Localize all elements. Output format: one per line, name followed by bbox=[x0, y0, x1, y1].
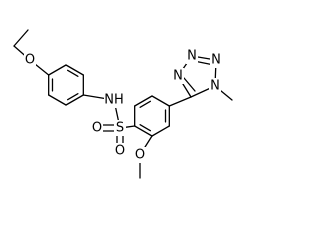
label-background bbox=[24, 52, 36, 68]
atom-label: O bbox=[135, 148, 145, 163]
label-background bbox=[186, 48, 198, 64]
atom-label: O bbox=[25, 53, 35, 68]
atom-label: O bbox=[92, 121, 102, 136]
atom-label: NH bbox=[104, 93, 124, 108]
bond bbox=[65, 94, 84, 106]
bond bbox=[48, 94, 67, 106]
bond bbox=[134, 95, 153, 107]
bond bbox=[66, 69, 79, 77]
bond bbox=[134, 125, 153, 137]
label-background bbox=[91, 120, 103, 136]
label-background bbox=[210, 52, 222, 68]
label-background bbox=[209, 78, 221, 94]
atom-label: N bbox=[211, 53, 221, 68]
bond bbox=[139, 124, 152, 132]
bond bbox=[13, 29, 29, 47]
atom-label: N bbox=[187, 49, 197, 64]
label-background bbox=[134, 147, 146, 163]
atom-label: N bbox=[210, 79, 220, 94]
bond bbox=[65, 64, 84, 76]
label-background bbox=[172, 68, 184, 84]
bond bbox=[151, 95, 170, 107]
atom-label: O bbox=[115, 144, 125, 159]
bond bbox=[168, 96, 192, 107]
bond bbox=[183, 77, 196, 92]
bond bbox=[66, 93, 79, 101]
atom-label: N bbox=[173, 69, 183, 84]
label-background bbox=[104, 92, 124, 108]
atom-label: S bbox=[116, 121, 124, 136]
bond bbox=[48, 64, 67, 76]
bond bbox=[139, 100, 152, 108]
page: {"atoms": ["O", "NH", "S", "O", "O", "O"… bbox=[13, 29, 233, 179]
bond bbox=[151, 125, 170, 137]
label-background bbox=[114, 120, 126, 136]
label-background bbox=[114, 143, 126, 159]
